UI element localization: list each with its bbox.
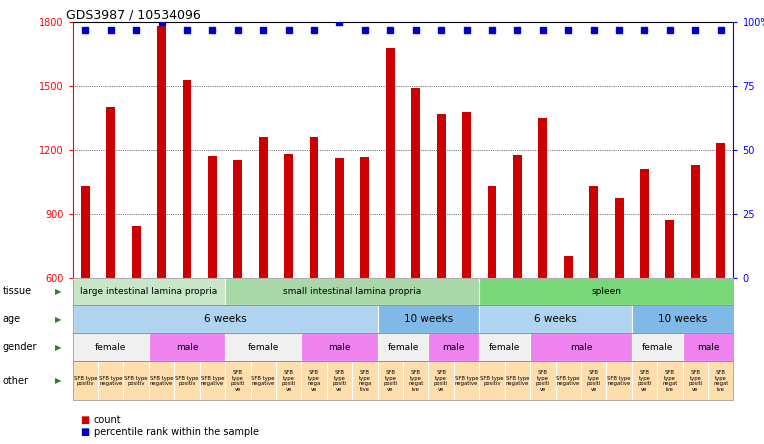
Bar xyxy=(614,198,623,405)
Text: female: female xyxy=(248,343,279,352)
Bar xyxy=(284,154,293,405)
Text: SFB type
negative: SFB type negative xyxy=(506,376,529,386)
Text: SFB
type
positi
ve: SFB type positi ve xyxy=(688,370,703,392)
Text: SFB
type
positi
ve: SFB type positi ve xyxy=(536,370,550,392)
Bar xyxy=(640,169,649,405)
Bar xyxy=(335,159,344,405)
Text: SFB type
negative: SFB type negative xyxy=(607,376,631,386)
Bar xyxy=(665,220,675,405)
Text: ■: ■ xyxy=(80,427,89,436)
Bar xyxy=(539,118,547,405)
Text: female: female xyxy=(95,343,126,352)
Text: 6 weeks: 6 weeks xyxy=(534,314,577,325)
Text: SFB type
negative: SFB type negative xyxy=(556,376,580,386)
Bar xyxy=(589,186,598,405)
Text: female: female xyxy=(489,343,520,352)
Text: 10 weeks: 10 weeks xyxy=(658,314,707,325)
Text: SFB type
negative: SFB type negative xyxy=(99,376,122,386)
Bar xyxy=(386,48,395,405)
Text: SFB
type
positi
ve: SFB type positi ve xyxy=(231,370,245,392)
Text: GDS3987 / 10534096: GDS3987 / 10534096 xyxy=(66,8,201,21)
Text: SFB
type
negat
ive: SFB type negat ive xyxy=(408,370,423,392)
Text: male: male xyxy=(697,343,719,352)
Bar xyxy=(208,156,217,405)
Bar xyxy=(259,137,267,405)
Bar xyxy=(462,111,471,405)
Bar xyxy=(233,160,242,405)
Bar xyxy=(183,79,192,405)
Text: tissue: tissue xyxy=(2,286,31,297)
Text: SFB
type
positi
ve: SFB type positi ve xyxy=(434,370,448,392)
Text: female: female xyxy=(387,343,419,352)
Bar xyxy=(564,256,573,405)
Text: SFB type
positiv: SFB type positiv xyxy=(125,376,148,386)
Bar xyxy=(157,27,166,405)
Text: small intestinal lamina propria: small intestinal lamina propria xyxy=(283,287,421,296)
Text: SFB type
positiv: SFB type positiv xyxy=(73,376,97,386)
Text: SFB
type
negat
ive: SFB type negat ive xyxy=(662,370,678,392)
Bar xyxy=(691,165,700,405)
Text: male: male xyxy=(176,343,198,352)
Bar xyxy=(81,186,89,405)
Text: ▶: ▶ xyxy=(55,343,61,352)
Text: male: male xyxy=(442,343,465,352)
Text: SFB type
negative: SFB type negative xyxy=(150,376,173,386)
Text: other: other xyxy=(2,376,28,386)
Text: female: female xyxy=(642,343,673,352)
Bar xyxy=(361,157,369,405)
Text: male: male xyxy=(329,343,351,352)
Text: spleen: spleen xyxy=(591,287,621,296)
Bar xyxy=(131,226,141,405)
Bar xyxy=(437,114,445,405)
Bar xyxy=(411,88,420,405)
Text: count: count xyxy=(94,416,121,425)
Bar xyxy=(487,186,497,405)
Text: 6 weeks: 6 weeks xyxy=(204,314,247,325)
Text: SFB type
positiv: SFB type positiv xyxy=(175,376,199,386)
Text: SFB
type
positi
ve: SFB type positi ve xyxy=(587,370,601,392)
Text: large intestinal lamina propria: large intestinal lamina propria xyxy=(80,287,218,296)
Text: SFB type
negative: SFB type negative xyxy=(455,376,478,386)
Text: SFB type
negative: SFB type negative xyxy=(201,376,224,386)
Bar xyxy=(106,107,115,405)
Bar xyxy=(513,155,522,405)
Text: SFB
type
positi
ve: SFB type positi ve xyxy=(281,370,296,392)
Text: SFB
type
nega
tive: SFB type nega tive xyxy=(358,370,371,392)
Text: 10 weeks: 10 weeks xyxy=(404,314,453,325)
Text: ▶: ▶ xyxy=(55,287,61,296)
Text: SFB
type
negat
ive: SFB type negat ive xyxy=(713,370,728,392)
Text: percentile rank within the sample: percentile rank within the sample xyxy=(94,427,259,436)
Text: SFB
type
nega
ve: SFB type nega ve xyxy=(307,370,321,392)
Text: SFB type
positiv: SFB type positiv xyxy=(481,376,503,386)
Bar xyxy=(309,137,319,405)
Text: SFB type
negative: SFB type negative xyxy=(251,376,275,386)
Text: SFB
type
positi
ve: SFB type positi ve xyxy=(383,370,397,392)
Text: SFB
type
positi
ve: SFB type positi ve xyxy=(332,370,347,392)
Bar xyxy=(717,143,725,405)
Text: ■: ■ xyxy=(80,416,89,425)
Text: ▶: ▶ xyxy=(55,315,61,324)
Text: male: male xyxy=(570,343,592,352)
Text: gender: gender xyxy=(2,342,37,353)
Text: ▶: ▶ xyxy=(55,377,61,385)
Text: age: age xyxy=(2,314,21,325)
Text: SFB
type
positi
ve: SFB type positi ve xyxy=(637,370,652,392)
